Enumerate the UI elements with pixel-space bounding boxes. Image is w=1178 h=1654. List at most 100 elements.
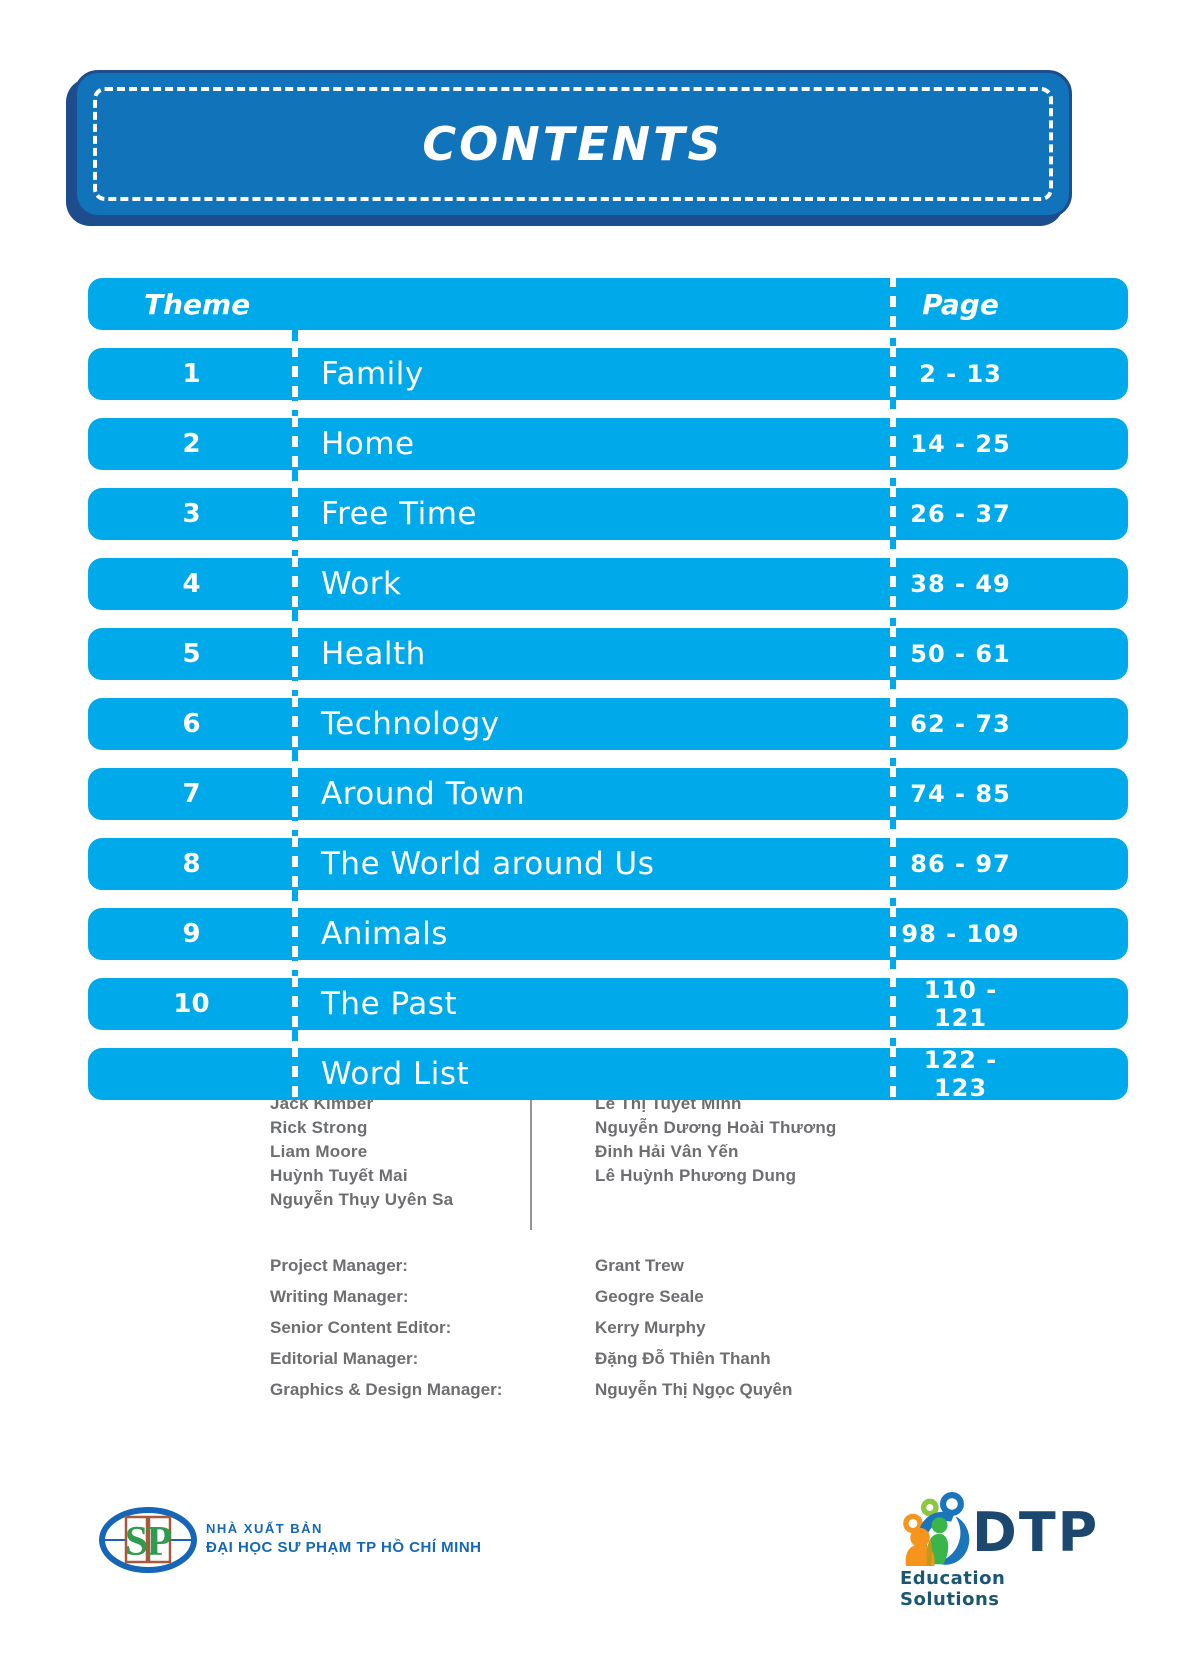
- dashed-divider: [890, 906, 896, 962]
- toc-row-number: 10: [173, 989, 210, 1019]
- publisher-text: NHÀ XUẤT BẢN ĐẠI HỌC SƯ PHẠM TP HỒ CHÍ M…: [206, 1520, 482, 1558]
- toc-row-theme: Home: [321, 426, 415, 462]
- toc-row-number: 9: [182, 919, 201, 949]
- role-person-name: Grant Trew: [595, 1255, 684, 1275]
- contents-table: Theme Page 1 Family 2 - 13 2 Home 14 - 2…: [88, 276, 1128, 1118]
- toc-row-theme: Word List: [321, 1056, 470, 1092]
- toc-row: 3 Free Time 26 - 37: [88, 486, 1128, 542]
- toc-row-theme: Health: [321, 636, 426, 672]
- toc-row-number: 5: [182, 639, 201, 669]
- toc-row-number: 3: [182, 499, 201, 529]
- toc-row: 4 Work 38 - 49: [88, 556, 1128, 612]
- toc-row: 9 Animals 98 - 109: [88, 906, 1128, 962]
- toc-header-row: Theme Page: [88, 276, 1128, 332]
- toc-row-number: 7: [182, 779, 201, 809]
- dashed-divider: [890, 626, 896, 682]
- role-label: Graphics & Design Manager:: [270, 1379, 503, 1399]
- role-label: Editorial Manager:: [270, 1348, 419, 1368]
- toc-row-pages: 122 - 123: [923, 1046, 998, 1102]
- toc-rows: 1 Family 2 - 13 2 Home 14 - 25 3 Free Ti…: [88, 346, 1128, 1102]
- dashed-divider: [292, 416, 298, 472]
- role-row: Editorial Manager: Đặng Đỗ Thiên Thanh: [270, 1343, 910, 1374]
- toc-row-number: 8: [182, 849, 201, 879]
- toc-row-pages: 110 - 121: [923, 976, 998, 1032]
- roles-list: Project Manager: Grant Trew Writing Mana…: [270, 1250, 910, 1405]
- toc-row-number: 2: [182, 429, 201, 459]
- page-title: CONTENTS: [422, 117, 724, 171]
- dashed-divider: [292, 976, 298, 1032]
- toc-row-theme: Technology: [321, 706, 500, 742]
- dashed-divider: [292, 906, 298, 962]
- dashed-divider: [292, 836, 298, 892]
- dashed-divider: [890, 276, 896, 332]
- toc-row: 6 Technology 62 - 73: [88, 696, 1128, 752]
- dashed-divider: [890, 556, 896, 612]
- role-person-name: Nguyễn Thị Ngọc Quyên: [595, 1379, 793, 1399]
- contents-banner-dashed-frame: CONTENTS: [93, 87, 1053, 201]
- dashed-divider: [292, 626, 298, 682]
- publisher-line2: ĐẠI HỌC SƯ PHẠM TP HỒ CHÍ MINH: [206, 1539, 482, 1556]
- dashed-divider: [890, 346, 896, 402]
- author-name: Đinh Hải Vân Yến: [595, 1142, 739, 1161]
- role-row: Senior Content Editor: Kerry Murphy: [270, 1312, 910, 1343]
- dashed-column-line: [890, 278, 896, 1100]
- toc-row-theme: Free Time: [321, 496, 478, 532]
- toc-row: 5 Health 50 - 61: [88, 626, 1128, 682]
- role-row: Graphics & Design Manager: Nguyễn Thị Ng…: [270, 1374, 910, 1405]
- dtp-people-icon: [903, 1491, 970, 1566]
- dtp-name: DTP: [972, 1501, 1100, 1564]
- toc-row: Word List 122 - 123: [88, 1046, 1128, 1102]
- role-person-name: Kerry Murphy: [595, 1317, 706, 1337]
- author-name: Nguyễn Dương Hoài Thương: [595, 1118, 837, 1137]
- toc-row: 2 Home 14 - 25: [88, 416, 1128, 472]
- authors-left: Jack Kimber Rick Strong Liam Moore Huỳnh Tu…: [270, 1092, 453, 1212]
- dtp-logo: DTP Education Solutions: [900, 1488, 1110, 1610]
- toc-row-pages: 62 - 73: [910, 710, 1011, 738]
- toc-row-pages: 74 - 85: [910, 780, 1011, 808]
- toc-row: 1 Family 2 - 13: [88, 346, 1128, 402]
- svg-text:S: S: [125, 1519, 148, 1565]
- toc-row-number: 6: [182, 709, 201, 739]
- dashed-divider: [890, 486, 896, 542]
- toc-row: 7 Around Town 74 - 85: [88, 766, 1128, 822]
- dashed-divider: [292, 696, 298, 752]
- dashed-divider: [890, 976, 896, 1032]
- role-person-name: Geogre Seale: [595, 1286, 704, 1306]
- role-label: Writing Manager:: [270, 1286, 409, 1306]
- theme-column-header: Theme: [144, 287, 251, 321]
- toc-row: 10 The Past 110 - 121: [88, 976, 1128, 1032]
- dashed-divider: [890, 416, 896, 472]
- author-name: Lê Huỳnh Phương Dung: [595, 1166, 797, 1185]
- dashed-divider: [890, 766, 896, 822]
- publisher-line1: NHÀ XUẤT BẢN: [206, 1521, 323, 1536]
- dashed-divider: [890, 836, 896, 892]
- toc-row: 8 The World around Us 86 - 97: [88, 836, 1128, 892]
- toc-row-pages: 50 - 61: [910, 640, 1011, 668]
- author-name: Rick Strong: [270, 1118, 368, 1137]
- toc-row-theme: Family: [321, 356, 424, 392]
- svg-text:P: P: [147, 1519, 173, 1565]
- toc-row-theme: The World around Us: [321, 846, 655, 882]
- role-person-name: Đặng Đỗ Thiên Thanh: [595, 1348, 771, 1368]
- dtp-subtitle: Education Solutions: [900, 1568, 1006, 1610]
- publisher-sp-logo: S P: [98, 1506, 198, 1579]
- authors-right: Lê Thị Tuyết Minh Nguyễn Dương Hoài Thươn…: [595, 1092, 837, 1188]
- dashed-divider: [292, 556, 298, 612]
- role-label: Senior Content Editor:: [270, 1317, 452, 1337]
- toc-row-pages: 26 - 37: [910, 500, 1011, 528]
- contents-banner: CONTENTS: [74, 70, 1072, 218]
- toc-row-pages: 98 - 109: [901, 920, 1020, 948]
- dashed-divider: [292, 346, 298, 402]
- author-name: Liam Moore: [270, 1142, 368, 1161]
- toc-row-pages: 86 - 97: [910, 850, 1011, 878]
- sp-ellipse-icon: S P: [99, 1507, 197, 1573]
- author-name: Nguyễn Thụy Uyên Sa: [270, 1190, 454, 1209]
- role-row: Writing Manager: Geogre Seale: [270, 1281, 910, 1312]
- role-row: Project Manager: Grant Trew: [270, 1250, 910, 1281]
- dashed-divider: [292, 1046, 298, 1102]
- toc-row-theme: Around Town: [321, 776, 526, 812]
- dashed-divider: [890, 696, 896, 752]
- page-column-header: Page: [922, 287, 999, 321]
- role-label: Project Manager:: [270, 1255, 408, 1275]
- toc-row-pages: 38 - 49: [910, 570, 1011, 598]
